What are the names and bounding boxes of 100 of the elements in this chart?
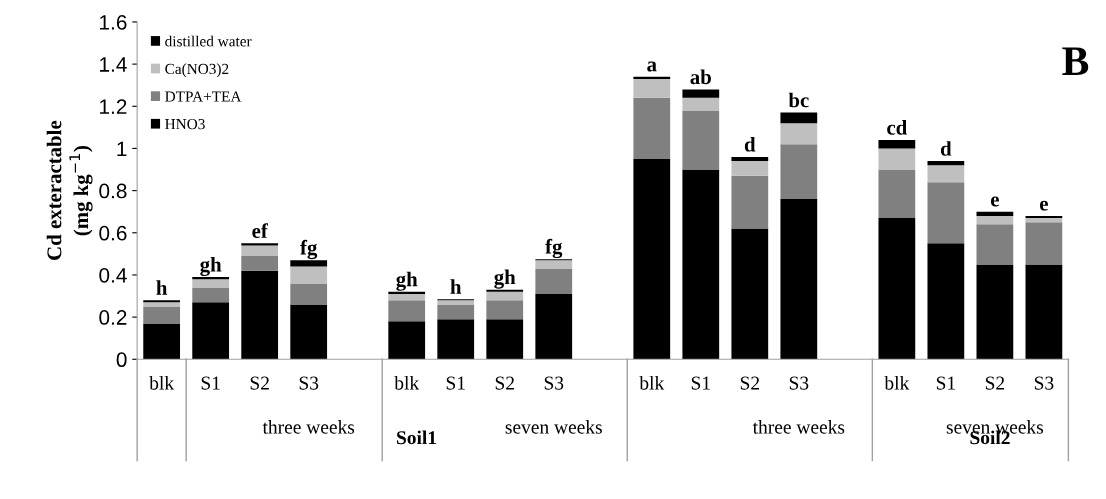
bar	[192, 277, 230, 280]
x-tick-label: S1	[201, 376, 220, 390]
bar	[682, 110, 720, 170]
x-tick-label: S1	[446, 376, 465, 390]
bar	[241, 245, 279, 256]
y-tick-label: 1.2	[100, 99, 127, 114]
y-tick-label: 0.4	[99, 267, 127, 283]
x-tick-label: S2	[985, 376, 1005, 390]
bar	[437, 319, 475, 360]
data-label: fg	[300, 239, 318, 260]
bar	[388, 321, 426, 360]
bar	[682, 89, 720, 98]
bar	[241, 270, 279, 360]
bar	[1025, 215, 1063, 219]
data-label: a	[647, 61, 657, 72]
bar	[682, 97, 720, 111]
x-tick-label: S3	[544, 376, 564, 390]
data-label: h	[156, 280, 168, 295]
bar	[927, 165, 965, 183]
bar	[976, 211, 1014, 216]
bar	[878, 148, 916, 170]
bar	[388, 291, 426, 294]
bar	[633, 97, 671, 159]
data-label: e	[990, 196, 999, 207]
x-tick-label: blk	[149, 375, 175, 390]
bar	[682, 169, 720, 360]
bar	[486, 300, 524, 320]
legend-label: DTPA+TEA	[165, 91, 242, 102]
bar	[290, 283, 328, 305]
legend-label: Ca(NO3)2	[165, 63, 229, 78]
data-label: gh	[494, 269, 516, 289]
legend-label: distilled water	[165, 35, 252, 47]
bar	[927, 243, 965, 360]
bar	[535, 268, 573, 294]
bar	[1025, 218, 1063, 223]
bar	[486, 289, 524, 292]
data-label: cd	[887, 120, 908, 135]
x-tick-label: S2	[495, 376, 514, 390]
bar	[192, 279, 230, 288]
bar	[633, 158, 671, 360]
bar	[535, 293, 573, 360]
bar	[976, 264, 1014, 360]
x-tick-label: blk	[639, 375, 665, 390]
bar	[780, 123, 818, 145]
x-tick-label: S1	[936, 376, 955, 390]
bar	[241, 243, 279, 246]
annotation: B	[1062, 47, 1089, 76]
bar	[976, 215, 1014, 225]
bar	[731, 156, 769, 162]
bar	[143, 302, 181, 307]
bar	[878, 140, 916, 149]
bar	[486, 291, 524, 301]
data-label: d	[744, 136, 756, 152]
y-tick-label: 0.2	[99, 310, 127, 325]
bar	[633, 78, 671, 98]
bar	[878, 218, 916, 360]
bar	[290, 304, 328, 360]
data-label: bc	[788, 92, 809, 108]
text: seven weeks	[505, 420, 602, 434]
bar	[731, 228, 769, 360]
bar	[241, 255, 279, 271]
bar	[1025, 222, 1063, 265]
data-label: gh	[396, 271, 418, 291]
x-tick-label: S2	[250, 376, 269, 390]
x-tick-label: S1	[691, 376, 710, 390]
x-tick-label: blk	[884, 375, 910, 390]
x-tick-label: blk	[394, 375, 420, 390]
bar	[437, 300, 475, 305]
bar	[143, 306, 181, 324]
bar	[290, 260, 328, 267]
data-label: ab	[690, 69, 711, 85]
bar	[633, 76, 671, 79]
y-axis-title: Cd exteractable (mg kg$^{−1}$)	[46, 120, 93, 260]
y-tick-label: 0.8	[99, 183, 127, 199]
bar	[878, 169, 916, 219]
bar	[437, 304, 475, 320]
bar	[388, 300, 426, 322]
bar	[388, 293, 426, 301]
bar	[780, 112, 818, 124]
y-tick-label: 1	[117, 141, 127, 156]
bar	[143, 323, 181, 360]
y-tick-label: 0.6	[99, 225, 127, 241]
bar	[731, 175, 769, 229]
data-label: e	[1039, 200, 1048, 211]
y-tick-label: 0	[116, 352, 127, 368]
data-label: h	[450, 279, 462, 294]
bar	[535, 260, 573, 269]
y-tick-label: 1.4	[100, 57, 127, 72]
bar	[486, 319, 524, 360]
x-tick-label: S3	[789, 376, 809, 390]
data-label: fg	[545, 238, 563, 259]
bar	[976, 224, 1014, 265]
bar	[192, 287, 230, 303]
text: three weeks	[262, 420, 355, 434]
bar	[192, 302, 230, 360]
text: Soil1	[397, 430, 437, 445]
bar	[927, 182, 965, 244]
data-label: ef	[252, 223, 268, 239]
bar	[290, 266, 328, 284]
x-tick-label: S2	[740, 376, 760, 390]
